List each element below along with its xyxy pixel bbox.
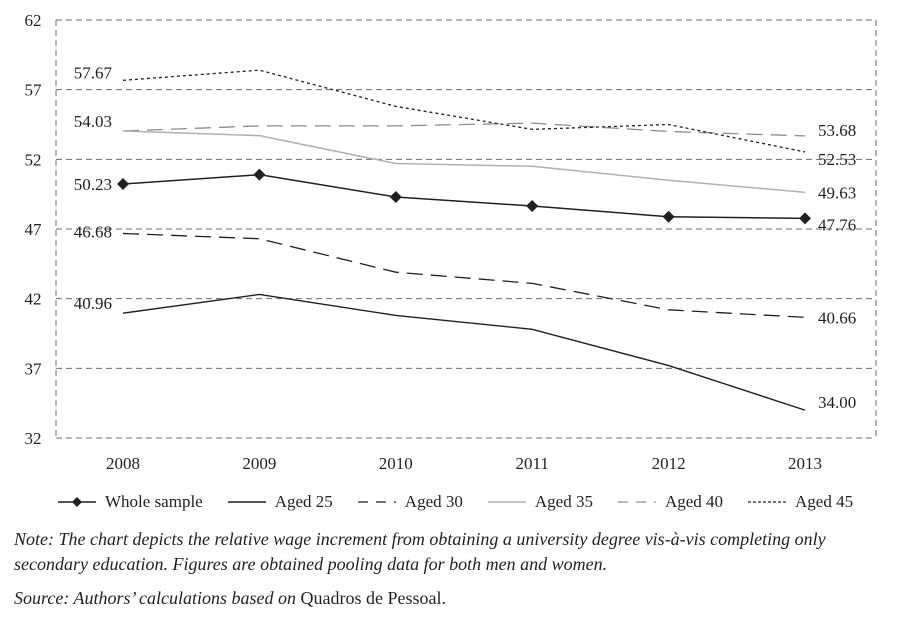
series-line-aged-25 <box>122 293 806 411</box>
legend-swatch-whole-sample <box>58 497 96 507</box>
y-tick-label: 57 <box>25 81 43 100</box>
legend-item-aged-40: Aged 40 <box>617 492 723 512</box>
y-axis-ticks: 32 37 42 47 52 57 62 <box>25 11 43 448</box>
x-tick-label: 2010 <box>379 454 413 473</box>
data-point-whole-sample <box>799 212 811 225</box>
grid <box>55 19 877 439</box>
legend-label: Aged 35 <box>534 492 593 511</box>
x-tick-label: 2012 <box>652 454 686 473</box>
data-label-end-aged-35: 49.63 <box>818 183 856 202</box>
legend-swatch-aged-45 <box>748 501 787 503</box>
x-tick-label: 2011 <box>516 454 549 473</box>
series-line-aged-30 <box>122 232 806 318</box>
series <box>117 69 811 411</box>
x-tick-label: 2009 <box>242 454 276 473</box>
y-tick-label: 42 <box>25 290 42 309</box>
legend-swatch-aged-35 <box>487 501 526 503</box>
series-line-aged-40 <box>122 122 806 137</box>
data-label-start-aged-35: 54.03 <box>74 112 112 131</box>
figure-footer: Note: The chart depicts the relative wag… <box>14 527 894 611</box>
data-labels: 50.23 47.76 40.96 34.00 46.68 40.66 54.03 49.63… <box>74 63 857 412</box>
legend-label: Aged 45 <box>795 492 854 511</box>
y-tick-label: 37 <box>25 359 43 378</box>
source-suffix: . <box>441 588 446 608</box>
legend-label: Whole sample <box>105 492 203 511</box>
legend: Whole sample Aged 25 Aged 30 Aged 35 Aged 40… <box>57 489 853 515</box>
data-label-start-aged-45: 57.67 <box>74 63 113 82</box>
legend-item-whole-sample: Whole sample <box>57 492 203 512</box>
legend-swatch-aged-40 <box>617 501 656 503</box>
data-label-end-aged-25: 34.00 <box>818 393 856 412</box>
data-label-start-aged-30: 46.68 <box>74 222 112 241</box>
legend-item-aged-35: Aged 35 <box>487 492 593 512</box>
data-label-end-aged-30: 40.66 <box>818 308 856 327</box>
series-line-aged-45 <box>122 69 806 153</box>
legend-item-aged-30: Aged 30 <box>357 492 463 512</box>
x-axis-ticks: 2008 2009 2010 2011 2012 2013 <box>106 454 822 473</box>
legend-label: Aged 30 <box>404 492 463 511</box>
series-line-aged-35 <box>122 130 806 194</box>
data-label-start-aged-25: 40.96 <box>74 294 112 313</box>
data-point-whole-sample <box>117 177 129 190</box>
data-point-whole-sample <box>389 190 402 203</box>
legend-diamond-icon <box>72 497 82 507</box>
data-point-whole-sample <box>253 168 266 181</box>
x-tick-label: 2008 <box>106 454 140 473</box>
data-label-start-whole-sample: 50.23 <box>74 175 112 194</box>
data-point-whole-sample <box>662 210 675 223</box>
source-name: Quadros de Pessoal <box>300 588 442 608</box>
legend-item-aged-25: Aged 25 <box>227 492 333 512</box>
legend-label: Aged 25 <box>274 492 333 511</box>
legend-swatch-aged-30 <box>357 501 396 503</box>
y-tick-label: 52 <box>25 150 42 169</box>
data-label-end-aged-45: 52.53 <box>818 150 856 169</box>
figure-source: Source: Authors’ calculations based on Q… <box>14 586 894 611</box>
y-tick-label: 62 <box>25 11 42 30</box>
figure-note: Note: The chart depicts the relative wag… <box>14 529 826 574</box>
data-label-end-whole-sample: 47.76 <box>818 215 856 234</box>
series-line-whole-sample <box>122 173 806 220</box>
legend-swatch-aged-25 <box>227 501 266 503</box>
source-prefix: Source: Authors’ calculations based on <box>14 588 301 608</box>
legend-item-aged-45: Aged 45 <box>747 492 853 512</box>
y-tick-label: 32 <box>25 429 42 448</box>
y-tick-label: 47 <box>25 220 43 239</box>
legend-label: Aged 40 <box>664 492 724 511</box>
x-tick-label: 2013 <box>788 454 822 473</box>
data-point-whole-sample <box>526 200 539 213</box>
data-label-end-aged-40: 53.68 <box>818 121 856 140</box>
